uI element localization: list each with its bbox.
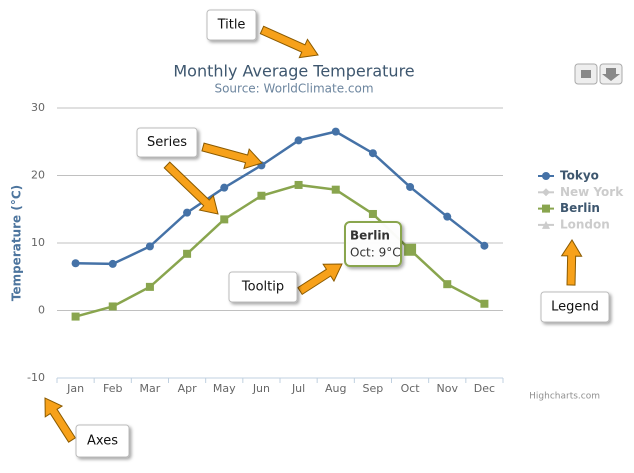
data-point [145, 242, 154, 251]
annotation-arrow [163, 161, 219, 215]
annotation-arrow [259, 25, 319, 59]
x-tick-label: Mar [140, 382, 161, 395]
y-tick-label: 20 [31, 169, 45, 182]
tooltip-title: Berlin [350, 229, 390, 243]
annotation-arrow [560, 239, 583, 286]
data-point [480, 299, 489, 308]
data-point [257, 191, 266, 200]
callout-label: Title [217, 18, 246, 33]
legend-item[interactable]: London [560, 217, 610, 231]
export-icon [602, 68, 620, 81]
annotation-callout: Title [206, 9, 257, 41]
data-point [368, 149, 377, 158]
chart-subtitle: Source: WorldClimate.com [214, 82, 373, 96]
x-tick-label: Apr [178, 382, 198, 395]
credits[interactable]: Highcharts.com [529, 392, 600, 402]
y-tick-label: 30 [31, 101, 45, 114]
x-tick-label: Nov [437, 382, 459, 395]
x-tick-label: Aug [325, 382, 346, 395]
data-point [220, 183, 229, 192]
callout-box [228, 271, 298, 303]
data-point [294, 180, 303, 189]
callout-label: Tooltip [241, 280, 284, 295]
annotations: Title Series Tooltip Legend Axes [44, 9, 610, 458]
callout-label: Legend [551, 300, 599, 315]
legend-marker [542, 204, 550, 213]
annotation-callout: Series [136, 127, 198, 158]
print-icon [581, 70, 591, 78]
data-point [183, 249, 192, 258]
y-tick-label: -10 [27, 371, 45, 384]
plot-area: -10 0 10 20 30 Jan Feb Mar Apr May Jun Jul Aug Sep Oct… [27, 101, 624, 395]
data-point [331, 127, 340, 136]
series-line [75, 183, 485, 318]
annotation-arrow [297, 263, 343, 296]
data-point [443, 280, 452, 289]
data-point [71, 312, 80, 321]
x-tick-label: Dec [474, 382, 495, 395]
x-tick-label: Feb [103, 382, 122, 395]
annotation-callout: Axes [75, 424, 130, 458]
annotation-arrow [201, 142, 263, 170]
data-point [368, 209, 377, 218]
annotation-arrow [44, 397, 77, 443]
series-line [75, 130, 486, 266]
x-tick-label: Jun [252, 382, 270, 395]
data-point [145, 282, 154, 291]
legend-marker [542, 188, 550, 197]
annotation-callout: Legend [540, 291, 610, 323]
annotation-callout: Tooltip [228, 271, 298, 303]
x-tick-label: May [213, 382, 236, 395]
data-point [443, 212, 452, 221]
callout-box [75, 424, 130, 458]
y-tick-label: 10 [31, 236, 45, 249]
legend-item[interactable]: Berlin [560, 201, 600, 215]
x-tick-label: Sep [363, 382, 384, 395]
callout-box [206, 9, 257, 41]
legend-marker [542, 220, 550, 229]
data-point [71, 259, 80, 268]
data-point [331, 185, 340, 194]
x-tick-label: Jan [66, 382, 84, 395]
chart-title: Monthly Average Temperature [173, 62, 414, 81]
hover-point [404, 243, 417, 256]
export-buttons [574, 63, 623, 85]
callout-box [136, 127, 198, 158]
legend-marker [542, 172, 550, 180]
legend-item[interactable]: Tokyo [560, 169, 599, 183]
callout-label: Series [147, 135, 187, 150]
tooltip: Berlin Oct: 9°C [344, 221, 402, 267]
callout-label: Axes [87, 434, 118, 449]
legend-item[interactable]: New York [560, 185, 624, 199]
data-point [220, 215, 229, 224]
tooltip-text: Oct: 9°C [350, 246, 401, 260]
y-tick-label: 0 [38, 304, 45, 317]
data-point [108, 259, 117, 268]
data-point [294, 136, 303, 145]
data-point [480, 241, 489, 250]
tooltip-box [344, 221, 402, 267]
x-tick-label: Oct [401, 382, 421, 395]
x-tick-label: Jul [291, 382, 305, 395]
callout-box [540, 291, 610, 323]
data-point [183, 208, 192, 217]
data-point [108, 302, 117, 311]
y-axis-label: Temperature (°C) [10, 185, 24, 301]
data-point [406, 182, 415, 191]
